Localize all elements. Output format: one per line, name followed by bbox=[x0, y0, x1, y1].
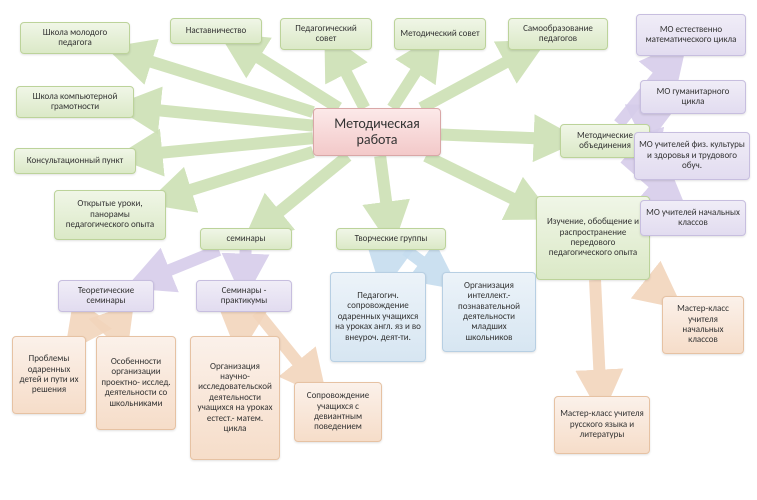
diagram-stage: Методическая работа Школа молодого педаго… bbox=[0, 0, 757, 500]
arrow-n10-b1 bbox=[386, 250, 390, 272]
node-n12: Изучение, обобщение и распространение пе… bbox=[536, 196, 650, 280]
arrow-c-n5 bbox=[237, 44, 339, 108]
node-b1: Педагогич. сопровождение одаренных учащи… bbox=[330, 272, 426, 362]
node-n10: Творческие группы bbox=[336, 228, 446, 250]
arrow-c-n7 bbox=[392, 50, 429, 108]
arrow-n9-p5 bbox=[145, 250, 219, 280]
node-b2: Организация интеллект.- познавательной д… bbox=[442, 272, 536, 352]
arrow-c-n11 bbox=[441, 135, 560, 140]
node-n4: Открытые уроки, панорамы педагогического… bbox=[54, 190, 166, 240]
arrow-n11-p2 bbox=[639, 114, 659, 124]
arrow-p5-o2 bbox=[112, 312, 120, 336]
arrow-c-n4 bbox=[166, 152, 313, 198]
arrow-p5-o1 bbox=[77, 312, 94, 336]
node-n8: Самообразование педагогов bbox=[508, 18, 608, 50]
node-o1: Проблемы одаренных детей и пути их решен… bbox=[12, 336, 86, 414]
arrow-c-n12 bbox=[426, 156, 536, 210]
node-o4: Сопровождение учащихся с девиантным пове… bbox=[294, 382, 382, 442]
node-n9: семинары bbox=[200, 228, 292, 250]
arrow-n12-o5 bbox=[595, 280, 601, 396]
node-n3: Консультационный пункт bbox=[14, 148, 136, 174]
arrow-p6-o3 bbox=[240, 312, 242, 336]
node-p3: МО учителей физ. культуры и здоровья и т… bbox=[634, 132, 750, 180]
arrow-c-n1 bbox=[126, 54, 313, 112]
arrow-c-n8 bbox=[421, 50, 528, 108]
arrow-c-n10 bbox=[380, 156, 389, 228]
node-o5: Мастер-класс учителя русского языка и ли… bbox=[554, 396, 650, 454]
arrow-n9-p6 bbox=[245, 250, 246, 280]
node-n6: Педагогический совет bbox=[280, 18, 372, 50]
arrow-c-n9 bbox=[259, 156, 347, 228]
arrow-c-n2 bbox=[134, 108, 313, 126]
node-p5: Теоретические семинары bbox=[58, 280, 154, 312]
node-c: Методическая работа bbox=[313, 108, 441, 156]
node-p2: МО гуманитарного цикла bbox=[640, 80, 746, 114]
arrow-c-n6 bbox=[334, 50, 364, 108]
node-o3: Организация научно- исследовательской де… bbox=[190, 336, 280, 460]
node-p6: Семинары - практикумы bbox=[196, 280, 292, 312]
node-o6: Мастер-класс учителя начальных классов bbox=[662, 296, 744, 354]
node-n7: Методический совет bbox=[394, 18, 486, 50]
node-p1: МО естественно математического цикла bbox=[636, 14, 746, 56]
node-n5: Наставничество bbox=[170, 18, 262, 44]
arrow-c-n3 bbox=[136, 138, 313, 155]
node-p4: МО учителей начальных классов bbox=[640, 200, 746, 236]
node-n1: Школа молодого педагога bbox=[20, 22, 130, 54]
arrow-n12-o6 bbox=[646, 280, 666, 296]
node-o2: Особенности организации проектно- исслед… bbox=[96, 336, 176, 430]
node-n2: Школа компьютерной грамотности bbox=[16, 86, 134, 118]
